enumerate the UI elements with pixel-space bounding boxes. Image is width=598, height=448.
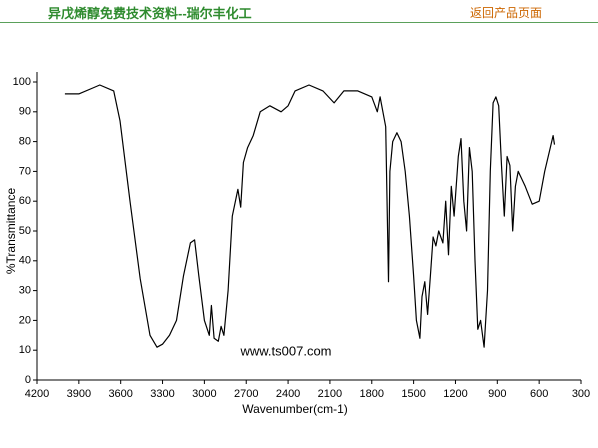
y-tick-label: 70 [19, 165, 31, 177]
x-tick-label: 3300 [150, 388, 174, 400]
back-link[interactable]: 返回产品页面 [470, 6, 543, 20]
header-title: 异戊烯醇免费技术资料--瑞尔丰化工 [48, 6, 252, 21]
header-rule [0, 22, 598, 23]
x-axis-label: Wavenumber(cm-1) [242, 402, 348, 416]
y-tick-label: 50 [19, 225, 31, 237]
y-tick-label: 10 [19, 344, 31, 356]
y-tick-label: 100 [13, 76, 31, 88]
y-tick-label: 80 [19, 136, 31, 148]
x-tick-label: 1800 [360, 388, 384, 400]
y-tick-label: 40 [19, 255, 31, 267]
y-tick-label: 0 [25, 374, 31, 386]
y-tick-label: 90 [19, 106, 31, 118]
y-tick-label: 30 [19, 285, 31, 297]
x-tick-label: 900 [488, 388, 506, 400]
x-tick-label: 4200 [25, 388, 49, 400]
x-tick-label: 3900 [67, 388, 91, 400]
x-tick-label: 300 [572, 388, 590, 400]
x-tick-label: 2100 [318, 388, 342, 400]
x-tick-label: 2400 [276, 388, 300, 400]
y-tick-label: 20 [19, 314, 31, 326]
x-tick-label: 3000 [192, 388, 216, 400]
x-tick-label: 1200 [443, 388, 467, 400]
watermark: www.ts007.com [239, 343, 331, 358]
y-tick-label: 60 [19, 195, 31, 207]
x-tick-label: 2700 [234, 388, 258, 400]
x-tick-label: 3600 [108, 388, 132, 400]
y-axis-label: %Transmittance [4, 188, 18, 275]
spectrum-line [64, 84, 556, 348]
x-tick-label: 1500 [401, 388, 425, 400]
x-tick-label: 600 [530, 388, 548, 400]
